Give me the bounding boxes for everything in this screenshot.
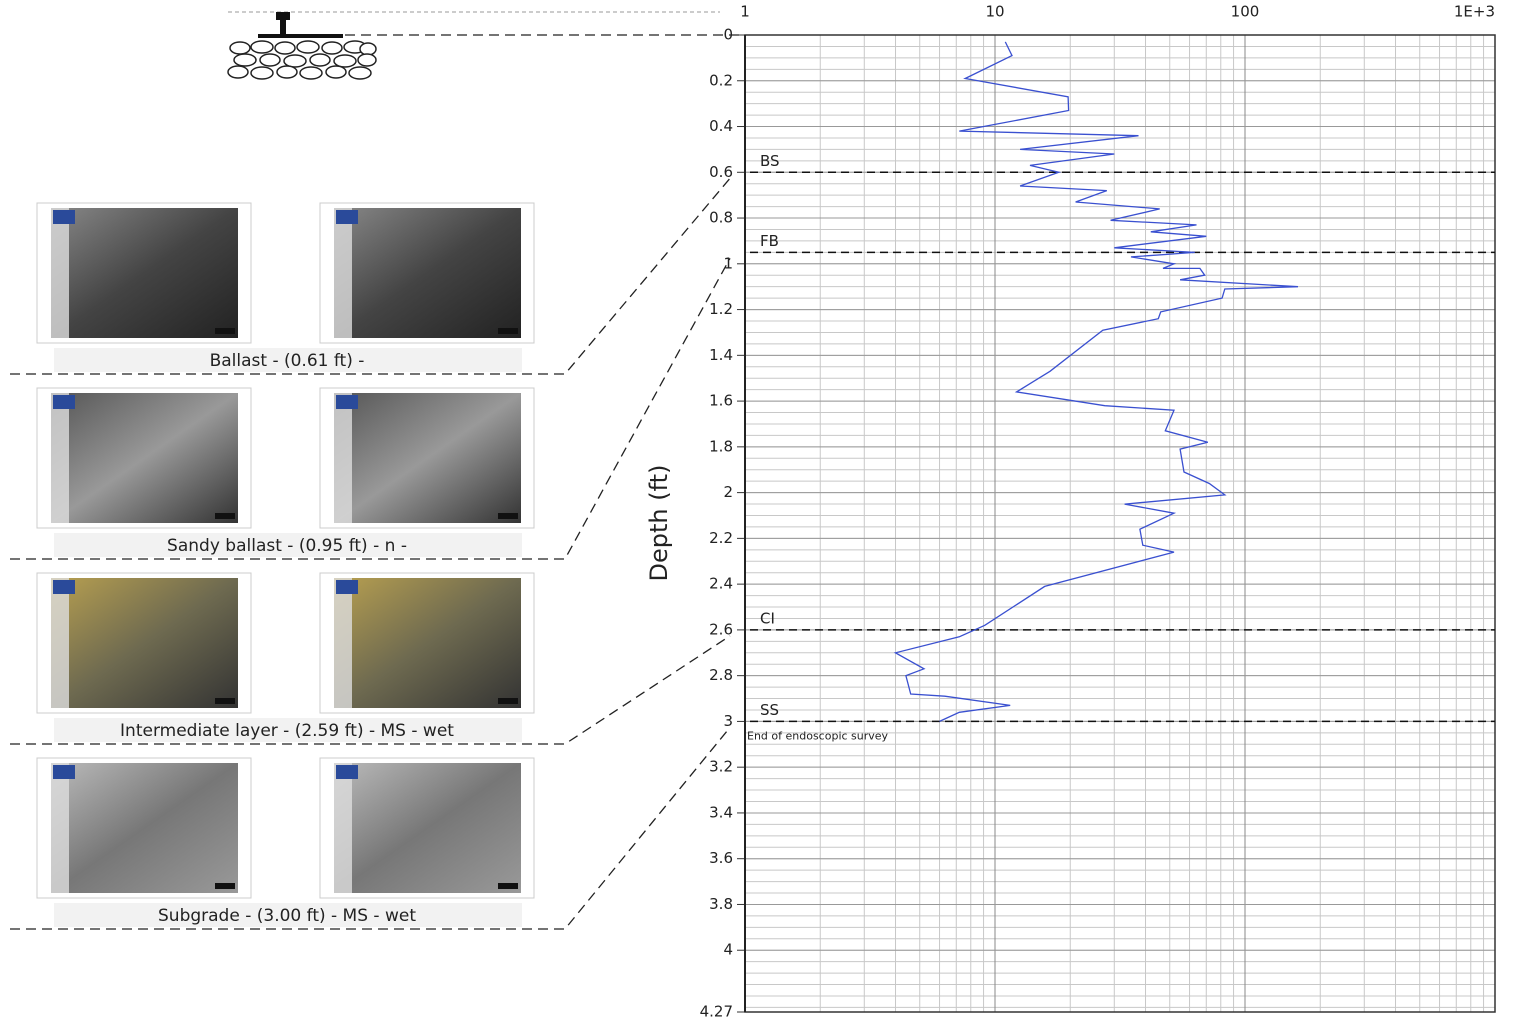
- x-tick-label: 100: [1231, 3, 1260, 21]
- photo: [334, 393, 521, 523]
- photo-scale: [498, 328, 518, 334]
- photo: [334, 578, 521, 708]
- photo-logo: [336, 765, 358, 779]
- y-tick-label: 1.4: [709, 346, 733, 364]
- photo: [51, 393, 238, 523]
- photo-scale: [498, 698, 518, 704]
- photo: [51, 763, 238, 893]
- y-tick-label: 0.4: [709, 117, 733, 135]
- photo-logo: [53, 765, 75, 779]
- photo-logo: [53, 210, 75, 224]
- photo-wall: [51, 578, 69, 708]
- y-tick-label: 3.8: [709, 895, 733, 913]
- photo-wall: [334, 578, 352, 708]
- photo-scale: [215, 698, 235, 704]
- photo: [51, 578, 238, 708]
- y-tick-label: 3.6: [709, 849, 733, 867]
- y-tick-label: 2.8: [709, 666, 733, 684]
- y-tick-label: 1.8: [709, 437, 733, 455]
- photo-panel: Intermediate layer - (2.59 ft) - MS - we…: [10, 573, 730, 744]
- y-tick-label: 2.6: [709, 620, 733, 638]
- photo: [334, 208, 521, 338]
- x-tick-label: 1: [740, 3, 750, 21]
- photo-scale: [215, 883, 235, 889]
- photo-scale: [215, 513, 235, 519]
- y-axis-label: Depth (ft): [645, 465, 673, 582]
- photo: [334, 763, 521, 893]
- track-icon: [228, 12, 720, 79]
- photo-wall: [51, 208, 69, 338]
- y-tick-label: 2: [723, 483, 733, 501]
- photo-logo: [336, 395, 358, 409]
- annotation: End of endoscopic survey: [747, 729, 889, 742]
- photo-caption: Intermediate layer - (2.59 ft) - MS - we…: [120, 721, 454, 741]
- photo-logo: [336, 210, 358, 224]
- y-tick-label: 0.2: [709, 71, 733, 89]
- photo: [51, 208, 238, 338]
- photo-logo: [53, 395, 75, 409]
- x-tick-label: 10: [985, 3, 1004, 21]
- photo-scale: [498, 513, 518, 519]
- photo-caption: Ballast - (0.61 ft) -: [210, 351, 365, 371]
- photo-scale: [498, 883, 518, 889]
- y-tick-label: 2.2: [709, 529, 733, 547]
- photo-logo: [336, 580, 358, 594]
- layer-label: SS: [760, 701, 779, 719]
- y-tick-label: 1.6: [709, 392, 733, 410]
- photo-caption: Subgrade - (3.00 ft) - MS - wet: [158, 906, 416, 926]
- plot-frame: [745, 35, 1495, 1012]
- y-tick-label: 3.4: [709, 803, 733, 821]
- x-tick-label: 1E+3: [1454, 3, 1495, 21]
- layer-label: BS: [760, 152, 780, 170]
- y-tick-label: 1.2: [709, 300, 733, 318]
- y-tick-label: 3.2: [709, 758, 733, 776]
- page: 1101001E+300.20.40.60.811.21.41.61.822.2…: [0, 0, 1526, 1020]
- layer-label: CI: [760, 609, 775, 627]
- photo-wall: [334, 763, 352, 893]
- photo-panel: Ballast - (0.61 ft) -: [10, 178, 730, 374]
- photo-wall: [334, 393, 352, 523]
- y-tick-label: 3: [723, 712, 733, 730]
- y-tick-label: 4: [723, 941, 733, 959]
- layer-label: FB: [760, 232, 779, 250]
- photo-panel: Subgrade - (3.00 ft) - MS - wet: [10, 727, 730, 929]
- y-tick-label: 4.27: [700, 1003, 733, 1020]
- photo-wall: [334, 208, 352, 338]
- photo-logo: [53, 580, 75, 594]
- photo-wall: [51, 393, 69, 523]
- y-tick-label: 2.4: [709, 575, 733, 593]
- y-tick-label: 0.8: [709, 209, 733, 227]
- y-tick-label: 1: [723, 254, 733, 272]
- photo-scale: [215, 328, 235, 334]
- photo-caption: Sandy ballast - (0.95 ft) - n -: [167, 536, 407, 556]
- photo-wall: [51, 763, 69, 893]
- y-tick-label: 0.6: [709, 163, 733, 181]
